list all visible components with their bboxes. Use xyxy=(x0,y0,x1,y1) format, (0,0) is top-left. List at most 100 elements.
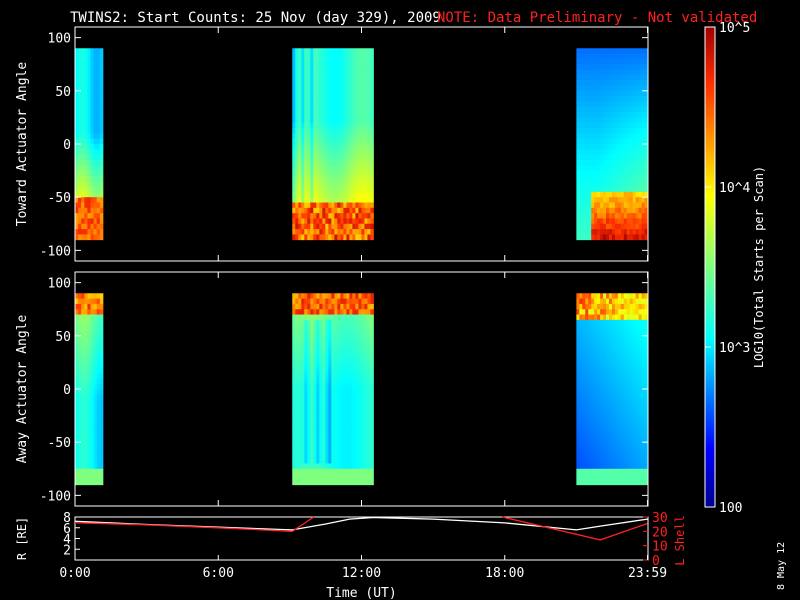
heatmap-cell xyxy=(355,202,359,209)
heatmap-cell xyxy=(617,351,622,358)
heatmap-cell xyxy=(582,191,586,198)
heatmap-cell xyxy=(626,80,631,86)
heatmap-cell xyxy=(81,415,85,422)
heatmap-cell xyxy=(614,165,619,171)
heatmap-cell xyxy=(361,479,365,486)
heatmap-cell xyxy=(582,330,586,337)
heatmap-cell xyxy=(295,479,299,486)
heatmap-cell xyxy=(582,293,586,299)
heatmap-cell xyxy=(606,341,610,347)
heatmap-cell xyxy=(301,341,305,347)
heatmap-cell xyxy=(594,197,598,203)
heatmap-cell xyxy=(623,112,628,118)
heatmap-cell xyxy=(316,474,320,480)
heatmap-cell xyxy=(99,85,104,92)
heatmap-cell xyxy=(313,325,317,331)
heatmap-cell xyxy=(585,309,589,315)
heatmap-cell xyxy=(346,154,350,161)
heatmap-cell xyxy=(585,229,589,235)
heatmap-cell xyxy=(346,389,350,395)
heatmap-cell xyxy=(96,468,101,475)
heatmap-cell xyxy=(349,335,353,342)
heatmap-cell xyxy=(337,351,341,358)
heatmap-cell xyxy=(81,341,85,347)
heatmap-cell xyxy=(319,175,323,182)
heatmap-cell xyxy=(611,373,616,379)
heatmap-cell xyxy=(603,335,607,342)
heatmap-cell xyxy=(638,58,642,65)
heatmap-cell xyxy=(328,186,332,193)
heatmap-cell xyxy=(582,138,586,145)
heatmap-cell xyxy=(606,431,610,438)
heatmap-cell xyxy=(370,351,374,358)
heatmap-cell xyxy=(597,404,601,411)
heatmap-cell xyxy=(346,442,350,448)
heatmap-cell xyxy=(614,213,619,219)
heatmap-cell xyxy=(600,122,604,129)
heatmap-cell xyxy=(576,394,580,401)
heatmap-cell xyxy=(629,373,634,379)
heatmap-cell xyxy=(638,191,642,198)
heatmap-cell xyxy=(316,85,320,92)
heatmap-cell xyxy=(87,53,91,60)
heatmap-cell xyxy=(96,133,101,140)
heatmap-cell xyxy=(78,314,82,321)
heatmap-cell xyxy=(316,314,320,321)
heatmap-cell xyxy=(626,314,631,321)
heatmap-cell xyxy=(361,314,365,321)
heatmap-cell xyxy=(93,404,98,411)
heatmap-cell xyxy=(597,223,601,230)
heatmap-cell xyxy=(585,74,589,81)
heatmap-cell xyxy=(603,309,607,315)
heatmap-cell xyxy=(585,346,589,353)
heatmap-cell xyxy=(623,447,628,454)
heatmap-cell xyxy=(313,362,317,369)
heatmap-cell xyxy=(307,309,311,315)
heatmap-cell xyxy=(620,426,625,432)
heatmap-cell xyxy=(600,293,604,299)
heatmap-cell xyxy=(576,426,580,432)
heatmap-cell xyxy=(301,181,305,187)
heatmap-cell xyxy=(93,394,98,401)
heatmap-cell xyxy=(319,442,323,448)
heatmap-cell xyxy=(358,197,362,203)
heatmap-cell xyxy=(632,106,637,113)
heatmap-cell xyxy=(606,303,610,310)
heatmap-cell xyxy=(337,223,341,230)
heatmap-cell xyxy=(84,373,88,379)
heatmap-cell xyxy=(316,69,320,76)
heatmap-cell xyxy=(316,431,320,438)
heatmap-cell xyxy=(298,202,302,209)
heatmap-cell xyxy=(361,399,365,406)
heatmap-cell xyxy=(632,367,637,374)
heatmap-cell xyxy=(629,175,634,182)
heatmap-cell xyxy=(611,325,616,331)
x-tick-label: 23:59 xyxy=(628,566,667,581)
heatmap-cell xyxy=(632,175,637,182)
heatmap-cell xyxy=(337,144,341,150)
heatmap-cell xyxy=(295,90,299,97)
heatmap-cell xyxy=(361,122,365,129)
heatmap-cell xyxy=(78,335,82,342)
heatmap-cell xyxy=(352,101,356,108)
heatmap-cell xyxy=(635,479,640,486)
heatmap-cell xyxy=(310,106,314,113)
heatmap-cell xyxy=(343,436,347,443)
heatmap-cell xyxy=(319,186,323,193)
heatmap-cell xyxy=(632,58,637,65)
heatmap-cell xyxy=(597,58,601,65)
heatmap-cell xyxy=(78,474,82,480)
heatmap-cell xyxy=(343,298,347,305)
heatmap-cell xyxy=(301,330,305,337)
heatmap-cell xyxy=(316,64,320,70)
heatmap-cell xyxy=(620,293,625,299)
heatmap-cell xyxy=(635,96,640,102)
heatmap-cell xyxy=(582,112,586,118)
heatmap-cell xyxy=(600,138,604,145)
heatmap-cell xyxy=(310,468,314,475)
heatmap-cell xyxy=(367,351,371,358)
heatmap-cell xyxy=(638,346,642,353)
heatmap-cell xyxy=(361,234,365,241)
heatmap-cell xyxy=(623,399,628,406)
heatmap-cell xyxy=(626,436,631,443)
